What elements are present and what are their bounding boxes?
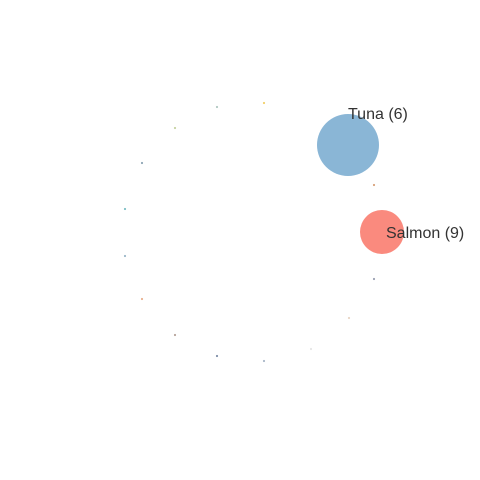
point-11: [123, 207, 127, 211]
point-4: [347, 316, 351, 320]
bubble-tuna: [317, 114, 379, 176]
point-8: [140, 297, 144, 301]
point-14: [215, 105, 219, 109]
point-15: [262, 101, 266, 105]
point-3: [372, 277, 376, 281]
point-5: [309, 347, 313, 351]
point-13: [173, 126, 177, 130]
label-salmon: Salmon (9): [386, 225, 464, 242]
point-6: [262, 359, 266, 363]
chart-marks: Tuna (6) Salmon (9): [123, 101, 464, 363]
point-9: [173, 333, 177, 337]
bubble-salmon: [360, 210, 404, 254]
point-10: [123, 254, 127, 258]
point-7: [215, 354, 219, 358]
label-tuna: Tuna (6): [348, 106, 408, 123]
point-12: [140, 161, 144, 165]
point-2: [372, 183, 376, 187]
